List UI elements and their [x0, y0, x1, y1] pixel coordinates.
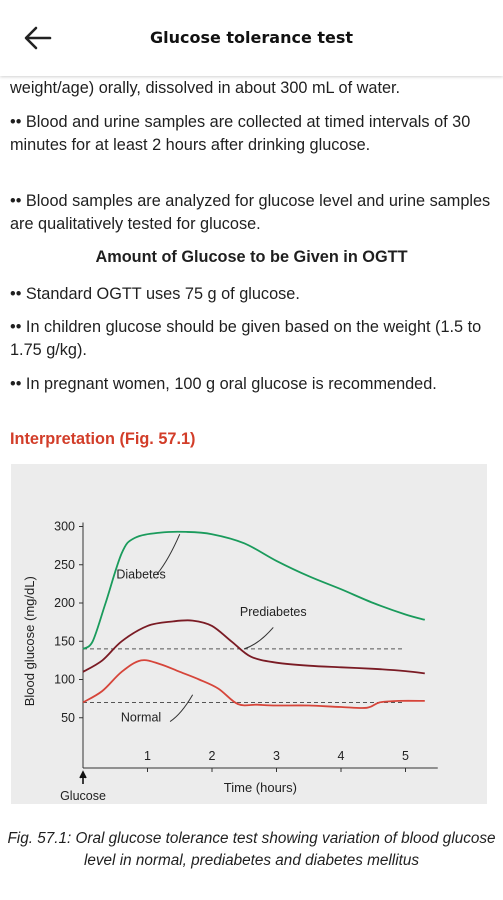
annotation-normal: Normal — [121, 711, 161, 725]
x-tick-label: 2 — [209, 749, 216, 763]
annotation-prediabetes: Prediabetes — [240, 605, 307, 619]
figure-caption: Fig. 57.1: Oral glucose tolerance test s… — [7, 830, 496, 869]
paragraph-children: •• In children glucose should be given b… — [10, 318, 482, 359]
glucose-given-label: Glucose — [60, 789, 106, 803]
paragraph-dosage: weight/age) orally, dissolved in about 3… — [10, 79, 401, 97]
y-tick-label: 50 — [61, 711, 75, 725]
series-line-prediabetes — [82, 619, 425, 675]
paragraph-standard-ogtt: •• Standard OGTT uses 75 g of glucose. — [10, 285, 300, 303]
x-tick-label: 1 — [144, 749, 151, 763]
page-title: Glucose tolerance test — [149, 28, 354, 47]
x-tick-label: 4 — [338, 749, 345, 763]
x-tick-label: 5 — [402, 749, 409, 763]
y-tick-label: 150 — [54, 634, 75, 648]
y-tick-label: 300 — [54, 520, 75, 534]
glucose-given-arrow — [79, 770, 87, 784]
y-axis-label: Blood glucose (mg/dL) — [22, 576, 37, 706]
app-bar: Glucose tolerance test — [0, 0, 503, 76]
paragraph-pregnant-women: •• In pregnant women, 100 g oral glucose… — [10, 375, 437, 393]
annotation-leader-line — [169, 694, 194, 722]
ogtt-figure: 5010015020025030012345GlucosegivenTime (… — [11, 464, 487, 819]
paragraph-samples-collection: •• Blood and urine samples are collected… — [10, 113, 471, 154]
annotation-leader-line — [156, 533, 181, 575]
ogtt-chart: 5010015020025030012345GlucosegivenTime (… — [22, 520, 438, 819]
arrow-left-icon[interactable] — [20, 22, 56, 54]
paragraph-samples-analysis: •• Blood samples are analyzed for glucos… — [10, 192, 491, 233]
x-tick-label: 3 — [273, 749, 280, 763]
interpretation-heading: Interpretation (Fig. 57.1) — [10, 430, 196, 448]
series-line-normal — [82, 659, 425, 709]
annotation-diabetes: Diabetes — [116, 568, 165, 582]
x-axis-label: Time (hours) — [224, 780, 297, 795]
y-tick-label: 250 — [54, 558, 75, 572]
annotation-leader-line — [244, 627, 274, 650]
series-line-diabetes — [82, 530, 426, 650]
subheading-glucose-amount: Amount of Glucose to be Given in OGTT — [95, 248, 408, 266]
y-tick-label: 200 — [54, 596, 75, 610]
y-tick-label: 100 — [54, 673, 75, 687]
